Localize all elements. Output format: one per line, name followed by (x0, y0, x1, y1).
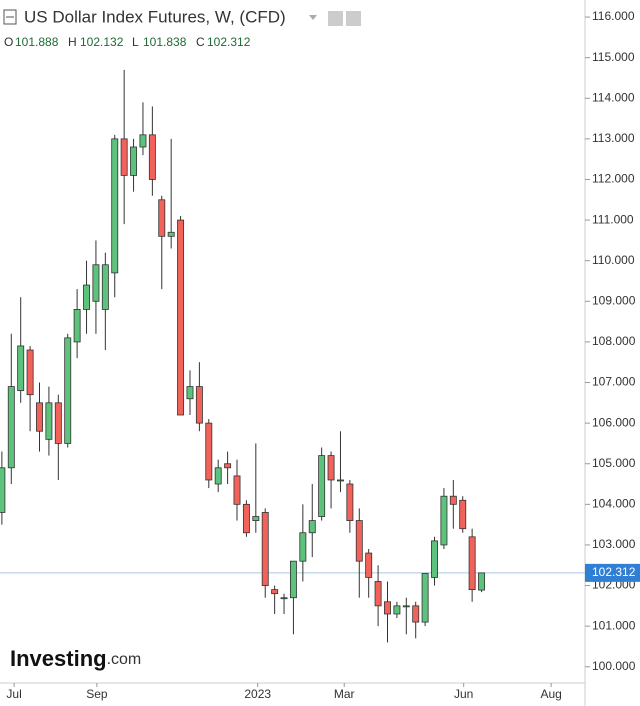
candle-body (36, 402, 43, 432)
y-tick-label: 109.000 (592, 293, 636, 307)
ohlc-label: H (68, 35, 77, 49)
candle-body (158, 199, 166, 237)
x-tick-label: Mar (334, 687, 355, 701)
candle-body (177, 219, 185, 416)
candle-body (195, 386, 203, 424)
ohlc-label: C (196, 35, 205, 49)
candle-body (261, 512, 269, 586)
candle-body (0, 467, 6, 513)
candle-body (374, 581, 382, 607)
candle-body (64, 337, 72, 444)
settings-icon[interactable] (328, 11, 343, 26)
candle-body (299, 532, 307, 562)
last-price-tag (585, 563, 640, 582)
candle-body (421, 572, 429, 623)
candle-body (167, 231, 175, 237)
y-tick-label: 108.000 (592, 334, 636, 348)
candle-body (318, 455, 326, 517)
y-tick-label: 110.000 (592, 253, 635, 267)
x-tick-label: Aug (540, 687, 561, 701)
x-tick-label: Sep (86, 687, 108, 701)
candle-body (365, 552, 373, 578)
candle-body (83, 284, 90, 310)
candle-body (459, 499, 467, 530)
y-tick-label: 101.000 (592, 618, 636, 632)
y-tick-label: 100.000 (592, 659, 636, 673)
candle-body (233, 475, 241, 505)
candle-body (393, 605, 401, 615)
x-tick-label: 2023 (244, 687, 271, 701)
settings-icon[interactable] (346, 11, 361, 26)
ohlc-value: 101.838 (143, 35, 187, 49)
candle-body (337, 479, 344, 482)
brand-suffix: .com (107, 651, 142, 668)
candle-body (449, 495, 457, 505)
ohlc-header: O 101.888 H 102.132 L 101.838 C 102.312 (4, 35, 251, 49)
y-tick-label: 113.000 (592, 131, 635, 145)
candle-body (224, 463, 232, 469)
candle-body (205, 422, 213, 481)
y-tick-label: 116.000 (592, 9, 635, 23)
candle-body (148, 134, 156, 180)
y-tick-label: 103.000 (592, 537, 636, 551)
y-tick-label: 104.000 (592, 497, 636, 511)
candle-body (289, 560, 297, 599)
last-price-label: 102.312 (592, 565, 636, 579)
x-tick-label: Jun (454, 687, 473, 701)
ohlc-value: 102.132 (80, 35, 124, 49)
chart-title: US Dollar Index Futures, W, (CFD) (24, 7, 286, 26)
y-tick-label: 111.000 (592, 212, 634, 226)
brand-name: Investing (10, 646, 107, 671)
candle-body (111, 138, 119, 274)
ohlc-label: O (4, 35, 13, 49)
candle-body (101, 264, 109, 310)
candle-body (280, 597, 288, 600)
dropdown-arrow[interactable] (309, 15, 317, 20)
candle-body (468, 536, 476, 591)
collapse-icon[interactable] (3, 9, 17, 25)
candle-body (271, 589, 279, 595)
candle-body (384, 601, 391, 615)
y-tick-label: 115.000 (592, 50, 635, 64)
candle-body (17, 345, 25, 392)
candle-body (92, 264, 100, 302)
y-tick-label: 112.000 (592, 172, 635, 186)
candle-body (327, 455, 335, 481)
candle-body (120, 138, 128, 176)
candle-body (478, 572, 486, 591)
candle-body (73, 309, 81, 343)
candle-body (54, 402, 62, 444)
candle-body (45, 402, 53, 440)
y-tick-label: 106.000 (592, 415, 636, 429)
candle-body (214, 467, 222, 485)
x-tick-label: Jul (6, 687, 21, 701)
candle-body (186, 386, 194, 400)
candle-body (139, 134, 147, 148)
candle-body (355, 520, 363, 562)
candle-body (242, 503, 250, 534)
candle-body (431, 540, 438, 578)
candle-body (412, 605, 420, 623)
candle-body (402, 605, 410, 608)
y-tick-label: 114.000 (592, 90, 635, 104)
candle-body (26, 349, 34, 396)
candle-body (130, 146, 138, 176)
brand-logo: Investing.com (10, 646, 141, 671)
candle-body (440, 495, 448, 546)
candle-body (252, 516, 260, 521)
ohlc-label: L (132, 35, 139, 49)
candle-body (308, 520, 316, 534)
y-tick-label: 105.000 (592, 456, 636, 470)
ohlc-value: 102.312 (207, 35, 251, 49)
candle-body (7, 386, 15, 469)
ohlc-value: 101.888 (15, 35, 59, 49)
candle-body (346, 483, 354, 521)
y-tick-label: 107.000 (592, 375, 636, 389)
